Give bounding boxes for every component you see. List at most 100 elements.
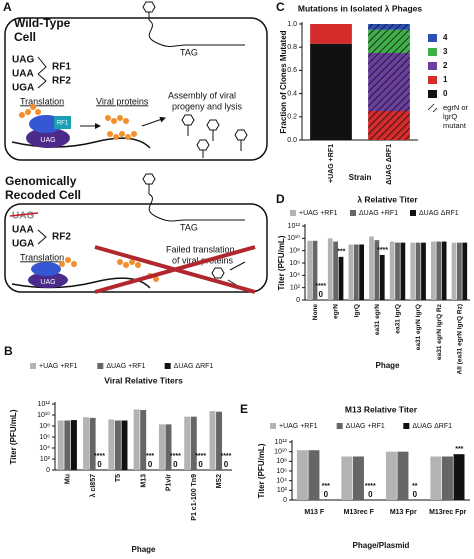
y-tick-label: 10¹⁰: [287, 234, 300, 242]
outcome: progeny and lysis: [172, 101, 243, 111]
ribosome: [26, 128, 70, 148]
y-tick-label: 10⁸: [39, 423, 50, 430]
x-tick-label: T5: [115, 474, 122, 482]
x-tick-label: ea31 egrN: [374, 304, 381, 335]
bar: [70, 420, 77, 470]
cell-title: Genomically: [5, 174, 77, 188]
y-tick-label: 10⁸: [276, 458, 287, 465]
y-axis-label: Titer (PFU/mL): [257, 443, 266, 498]
codon: UAG: [12, 211, 34, 222]
bar-segment: [310, 43, 352, 140]
bar: [451, 242, 457, 300]
step-label: Viral proteins: [96, 96, 149, 106]
bar: [108, 419, 115, 470]
bar: [296, 450, 308, 500]
phage: [142, 173, 156, 185]
legend-swatch: [336, 423, 343, 429]
legend-label: +UAG +RF1: [39, 363, 78, 370]
bar: [397, 451, 409, 500]
y-tick-label: 10⁴: [39, 445, 50, 452]
x-tick-label: P1 c1-100 Tn9: [191, 474, 198, 521]
panel-letter: D: [276, 192, 285, 206]
bar: [165, 424, 172, 470]
outcome: Assembly of viral: [168, 90, 236, 100]
bar: [421, 242, 426, 300]
cell: [4, 203, 268, 293]
bar: [114, 420, 121, 470]
strike: [9, 212, 39, 217]
ribosome: [28, 272, 68, 288]
significance: ****: [315, 283, 326, 290]
x-tick-label: M13: [140, 474, 147, 488]
rf1-label: RF1: [57, 121, 69, 127]
viral-dna: [148, 193, 245, 222]
cell-title: Wild-Type: [14, 16, 71, 30]
significance: ****: [365, 483, 376, 490]
legend-label: +UAG +RF1: [279, 423, 318, 430]
bar: [462, 242, 468, 300]
legend-swatch: [350, 210, 356, 216]
y-tick-label: 0: [296, 297, 300, 304]
legend-swatch: [403, 423, 410, 429]
significance: ***: [322, 483, 330, 490]
legend-swatch: [428, 62, 437, 70]
brace: [37, 229, 47, 245]
x-tick-label: M13 F: [304, 509, 325, 516]
bar: [140, 410, 147, 470]
legend-label: ΔUAG +RF1: [346, 423, 385, 430]
y-tick-label: 0.6: [287, 67, 297, 74]
value-label: 0: [368, 490, 373, 499]
y-tick-label: 10⁴: [276, 478, 287, 485]
legend-swatch: [97, 363, 104, 369]
y-tick-label: 10¹⁰: [37, 411, 50, 419]
significance: ****: [195, 453, 206, 460]
significance: ***: [146, 453, 154, 460]
x-tick-label: λ cI857: [89, 474, 97, 497]
y-tick-label: 0.4: [287, 90, 297, 97]
y-tick-label: 0: [283, 497, 287, 504]
legend-label: 1: [443, 75, 448, 84]
chart-title: M13 Relative Titer: [345, 404, 418, 414]
bar: [415, 242, 421, 300]
bar: [83, 417, 90, 470]
hatch: [368, 24, 410, 30]
bar: [353, 244, 359, 300]
bar: [436, 241, 442, 300]
value-label: 0: [173, 460, 178, 469]
proteins: [105, 115, 137, 140]
legend-swatch: [290, 210, 296, 216]
bar: [431, 241, 436, 300]
significance: ***: [337, 249, 345, 256]
legend-swatch: [428, 90, 437, 98]
bar: [57, 420, 64, 470]
phage-progeny: [181, 114, 248, 158]
panel-letter: C: [276, 0, 285, 14]
x-tick-label: ΔUAG ΔRF1: [386, 144, 393, 185]
cross: [94, 245, 256, 294]
hatch: [368, 29, 410, 53]
panel-letter: B: [4, 344, 13, 358]
significance: ****: [170, 453, 181, 460]
hatch: [368, 111, 410, 140]
release-factor: RF2: [52, 232, 71, 243]
x-tick-label: ea31 egrN lgrQ: [415, 304, 422, 350]
peptide: [19, 104, 41, 118]
legend-swatch: [428, 48, 437, 56]
bar: [441, 456, 453, 500]
bar: [338, 256, 344, 300]
y-tick-label: 0.8: [287, 44, 297, 51]
bar: [333, 241, 339, 300]
bar: [209, 411, 216, 470]
y-axis-label: Fraction of Clones Mutated: [279, 30, 288, 133]
significance: ***: [455, 446, 463, 453]
x-tick-label: MS2: [216, 474, 223, 489]
rf1: [54, 116, 71, 129]
panel-letter: A: [3, 0, 12, 14]
chart-title: λ Relative Titer: [357, 194, 418, 204]
gene-label: TAG: [180, 222, 198, 232]
legend-label: 2: [443, 61, 448, 70]
bar: [308, 450, 320, 500]
arrow: [141, 116, 166, 127]
legend-swatch: [410, 210, 416, 216]
